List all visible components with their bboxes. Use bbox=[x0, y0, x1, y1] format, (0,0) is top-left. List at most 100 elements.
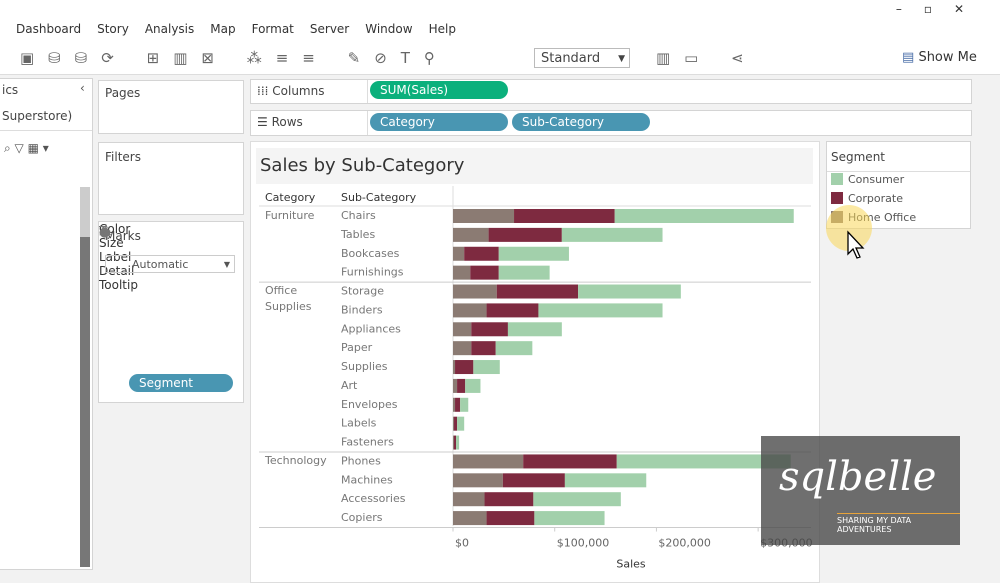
columns-label: ⁞⁞⁞ Columns bbox=[257, 84, 325, 98]
mark-button[interactable]: ● Color bbox=[99, 222, 243, 240]
row-pill[interactable]: Sub-Category bbox=[512, 113, 650, 131]
menu-item[interactable]: Format bbox=[251, 22, 294, 36]
toolbar-icons-2[interactable]: ▥▭ ⋖ bbox=[656, 49, 758, 67]
mark-type[interactable]: Automatic ▼ bbox=[105, 255, 235, 273]
sub-category-label: Chairs bbox=[341, 209, 376, 222]
menu-bar: Dashboard Story Analysis Map Format Server Win… bbox=[16, 22, 472, 36]
sub-category-label: Supplies bbox=[341, 360, 388, 373]
bar-segment bbox=[473, 360, 500, 375]
filters-title: Filters bbox=[105, 150, 141, 164]
bar-segment bbox=[507, 322, 562, 337]
chart-title: Sales by Sub-Category bbox=[260, 155, 465, 176]
show-me[interactable]: ▤ Show Me bbox=[902, 50, 977, 65]
bar-segment bbox=[453, 265, 471, 280]
chart-pane: Category Sub-Category Chairs Tables Bookcase… bbox=[250, 141, 820, 583]
fit-dropdown[interactable]: Standard ▼ bbox=[534, 48, 630, 68]
mark-icon: ⁂ bbox=[99, 225, 112, 240]
divider bbox=[827, 171, 970, 172]
watermark-name: sqlbelle bbox=[779, 454, 937, 500]
marks-card: Marks Automatic ▼ Segment ● Color ◔ Size T Lab… bbox=[98, 221, 244, 403]
bar-segment bbox=[453, 378, 458, 393]
toolbar-icons[interactable]: ▣⛁⛁⟳ ⊞▥⊠ ⁂≡≡ ✎⊘T⚲ bbox=[20, 49, 449, 67]
watermark: sqlbelle SHARING MY DATA ADVENTURES bbox=[761, 436, 960, 545]
legend-label[interactable]: Corporate bbox=[848, 192, 903, 205]
legend-swatch bbox=[831, 173, 843, 185]
sub-category-label: Accessories bbox=[341, 492, 406, 505]
sub-category-label: Storage bbox=[341, 285, 384, 298]
mark-icon: ▭ bbox=[99, 225, 112, 240]
bar-segment bbox=[564, 473, 647, 488]
sub-category-label: Appliances bbox=[341, 322, 401, 335]
bar-segment bbox=[453, 416, 455, 431]
sub-category-label: Phones bbox=[341, 454, 381, 467]
bar-segment bbox=[453, 435, 455, 450]
marks-title: Marks bbox=[105, 229, 141, 243]
bar-segment bbox=[486, 303, 539, 318]
bar-segment bbox=[616, 454, 791, 469]
mark-type-text: Automatic bbox=[132, 258, 189, 271]
menu-item[interactable]: Analysis bbox=[144, 22, 195, 36]
row-pill[interactable]: Category bbox=[370, 113, 508, 131]
bar-segment bbox=[470, 265, 499, 280]
mark-icon: ● bbox=[99, 225, 111, 240]
mark-button[interactable]: ▭ Tooltip bbox=[99, 225, 243, 292]
mark-button[interactable]: ◔ Size bbox=[99, 225, 243, 250]
legend-label[interactable]: Consumer bbox=[848, 173, 905, 186]
menu-item[interactable]: Server bbox=[309, 22, 350, 36]
collapse[interactable]: ‹ bbox=[80, 81, 85, 95]
menu-item[interactable]: Story bbox=[97, 22, 129, 36]
pages-card: Pages bbox=[98, 80, 244, 134]
x-axis-title: Sales bbox=[616, 558, 646, 569]
bar-segment bbox=[453, 473, 503, 488]
bar-segment bbox=[453, 209, 515, 223]
pages-title: Pages bbox=[105, 86, 141, 100]
sub-category-label: Art bbox=[341, 379, 358, 392]
bar-segment bbox=[471, 322, 508, 337]
sub-category-label: Labels bbox=[341, 417, 377, 430]
mark-button[interactable]: ⁂ Detail bbox=[99, 225, 243, 278]
bar-segment bbox=[453, 227, 489, 242]
sub-category-label: Furnishings bbox=[341, 266, 404, 279]
menu-item[interactable]: Window bbox=[365, 22, 413, 36]
bar-segment bbox=[453, 492, 485, 507]
bar-segment bbox=[533, 492, 621, 507]
bar-segment bbox=[495, 341, 533, 356]
divider bbox=[367, 111, 368, 135]
bar-segment bbox=[561, 227, 663, 242]
segment-pill[interactable]: Segment bbox=[129, 374, 233, 392]
title-bar: –▫✕ Dashboard Story Analysis Map Format Serve… bbox=[0, 0, 1000, 44]
menu-item[interactable]: Map bbox=[210, 22, 236, 36]
mark-icon: ◔ bbox=[99, 225, 111, 240]
menu-item[interactable]: Help bbox=[428, 22, 456, 36]
legend-swatch bbox=[831, 192, 843, 204]
bar-segment bbox=[496, 284, 579, 299]
bar-segment bbox=[457, 416, 465, 431]
scrollbar[interactable] bbox=[80, 187, 90, 567]
bar-segment bbox=[457, 378, 466, 393]
sub-category-label: Copiers bbox=[341, 511, 383, 524]
bar-segment bbox=[453, 341, 472, 356]
bar-segment bbox=[502, 473, 565, 488]
bar-segment bbox=[484, 492, 534, 507]
rows-text: Rows bbox=[271, 115, 303, 129]
bar-segment bbox=[453, 360, 456, 375]
sub-category-label: Paper bbox=[341, 341, 373, 354]
menu-item[interactable]: Dashboard bbox=[16, 22, 82, 36]
divider bbox=[0, 130, 92, 131]
sub-category-label: Binders bbox=[341, 303, 383, 316]
mark-button[interactable]: T Label bbox=[99, 225, 243, 264]
mark-button-label: Size bbox=[99, 236, 124, 250]
bar-segment bbox=[454, 416, 458, 431]
bar-segment bbox=[453, 303, 487, 318]
bar-segment bbox=[455, 397, 461, 412]
column-pill[interactable]: SUM(Sales) bbox=[370, 81, 508, 99]
sub-category-label: Tables bbox=[340, 228, 375, 241]
bar-segment bbox=[453, 322, 472, 337]
category-label: Technology bbox=[265, 454, 327, 467]
bar-segment bbox=[465, 378, 481, 393]
bar-segment bbox=[460, 397, 469, 412]
search-filter-icons[interactable]: ⌕ ▽ ▦ ▾ bbox=[4, 141, 49, 155]
category-label: Office Supplies bbox=[265, 284, 312, 314]
window-controls[interactable]: –▫✕ bbox=[895, 2, 986, 16]
